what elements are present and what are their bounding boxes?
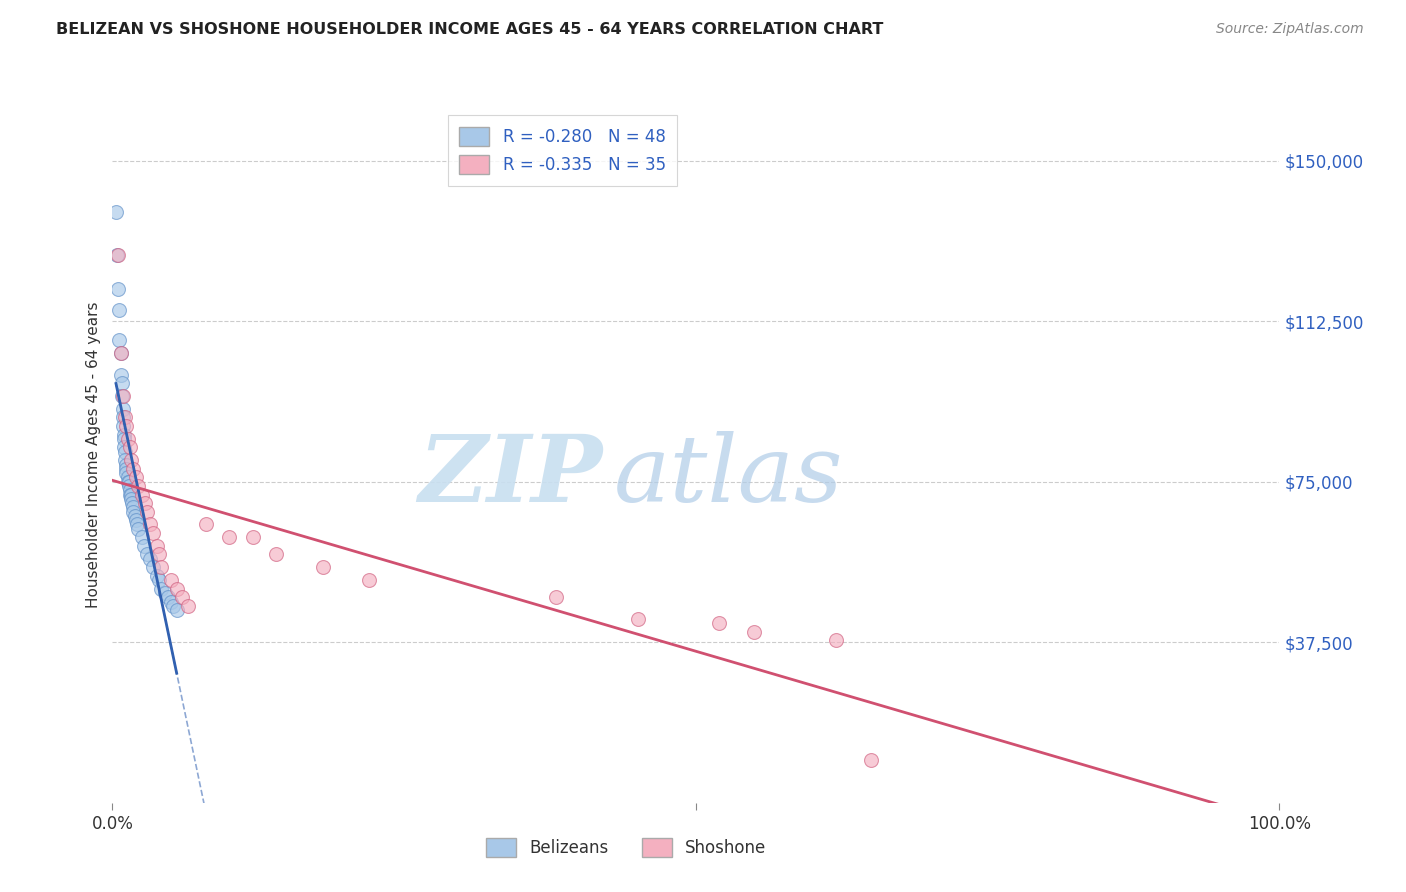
Point — [153, 586, 176, 600]
Point — [117, 475, 139, 489]
Point — [112, 441, 135, 455]
Point — [166, 603, 188, 617]
Point — [125, 513, 148, 527]
Point — [111, 389, 134, 403]
Point — [160, 573, 183, 587]
Point — [110, 346, 132, 360]
Point — [150, 560, 173, 574]
Point — [127, 479, 149, 493]
Point — [359, 573, 381, 587]
Point — [122, 500, 145, 515]
Point — [114, 444, 136, 458]
Point — [218, 530, 240, 544]
Point — [117, 432, 139, 446]
Point — [136, 548, 159, 562]
Text: Source: ZipAtlas.com: Source: ZipAtlas.com — [1216, 22, 1364, 37]
Point — [115, 462, 138, 476]
Point — [125, 470, 148, 484]
Point — [127, 522, 149, 536]
Point — [709, 615, 731, 630]
Point — [114, 410, 136, 425]
Point — [132, 539, 155, 553]
Point — [142, 526, 165, 541]
Text: atlas: atlas — [614, 431, 844, 521]
Point — [124, 508, 146, 523]
Point — [136, 505, 159, 519]
Point — [146, 569, 169, 583]
Point — [122, 505, 145, 519]
Point — [242, 530, 264, 544]
Point — [172, 591, 194, 605]
Point — [162, 599, 184, 613]
Point — [105, 248, 128, 262]
Point — [148, 548, 170, 562]
Point — [825, 633, 848, 648]
Point — [120, 453, 142, 467]
Point — [120, 491, 142, 506]
Point — [111, 401, 134, 416]
Point — [112, 427, 135, 442]
Point — [139, 517, 162, 532]
Point — [142, 560, 165, 574]
Point — [120, 487, 142, 501]
Point — [148, 573, 170, 587]
Point — [118, 483, 141, 498]
Text: ZIP: ZIP — [419, 431, 603, 521]
Point — [104, 205, 127, 219]
Point — [107, 282, 129, 296]
Point — [122, 462, 145, 476]
Point — [146, 539, 169, 553]
Point — [859, 753, 883, 767]
Point — [108, 334, 131, 348]
Point — [110, 368, 132, 382]
Point — [117, 470, 139, 484]
Point — [111, 419, 134, 434]
Point — [118, 479, 141, 493]
Point — [118, 441, 141, 455]
Point — [115, 419, 138, 434]
Point — [150, 582, 173, 596]
Point — [742, 624, 765, 639]
Point — [115, 458, 138, 472]
Point — [115, 466, 138, 480]
Legend: Belizeans, Shoshone: Belizeans, Shoshone — [479, 831, 773, 864]
Point — [111, 389, 134, 403]
Point — [544, 591, 567, 605]
Point — [107, 248, 129, 262]
Point — [157, 591, 180, 605]
Point — [121, 496, 143, 510]
Text: BELIZEAN VS SHOSHONE HOUSEHOLDER INCOME AGES 45 - 64 YEARS CORRELATION CHART: BELIZEAN VS SHOSHONE HOUSEHOLDER INCOME … — [56, 22, 883, 37]
Point — [131, 530, 153, 544]
Point — [134, 496, 156, 510]
Point — [108, 303, 131, 318]
Point — [194, 517, 217, 532]
Point — [112, 432, 135, 446]
Point — [118, 487, 141, 501]
Point — [118, 475, 141, 489]
Point — [110, 346, 132, 360]
Point — [264, 548, 287, 562]
Point — [131, 487, 153, 501]
Point — [160, 594, 183, 608]
Point — [139, 551, 162, 566]
Point — [166, 582, 188, 596]
Y-axis label: Householder Income Ages 45 - 64 years: Householder Income Ages 45 - 64 years — [86, 301, 101, 608]
Point — [125, 517, 148, 532]
Point — [311, 560, 333, 574]
Point — [111, 410, 134, 425]
Point — [627, 612, 650, 626]
Point — [177, 599, 200, 613]
Point — [114, 453, 136, 467]
Point — [111, 376, 134, 391]
